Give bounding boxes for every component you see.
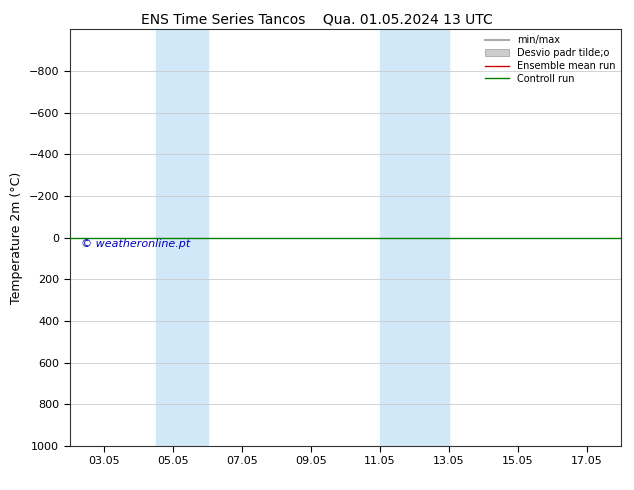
Text: ENS Time Series Tancos    Qua. 01.05.2024 13 UTC: ENS Time Series Tancos Qua. 01.05.2024 1… <box>141 12 493 26</box>
Legend: min/max, Desvio padr tilde;o, Ensemble mean run, Controll run: min/max, Desvio padr tilde;o, Ensemble m… <box>481 31 619 88</box>
Text: © weatheronline.pt: © weatheronline.pt <box>81 239 190 249</box>
Bar <box>380 29 449 446</box>
Y-axis label: Temperature 2m (°C): Temperature 2m (°C) <box>10 172 23 304</box>
Bar <box>156 29 207 446</box>
